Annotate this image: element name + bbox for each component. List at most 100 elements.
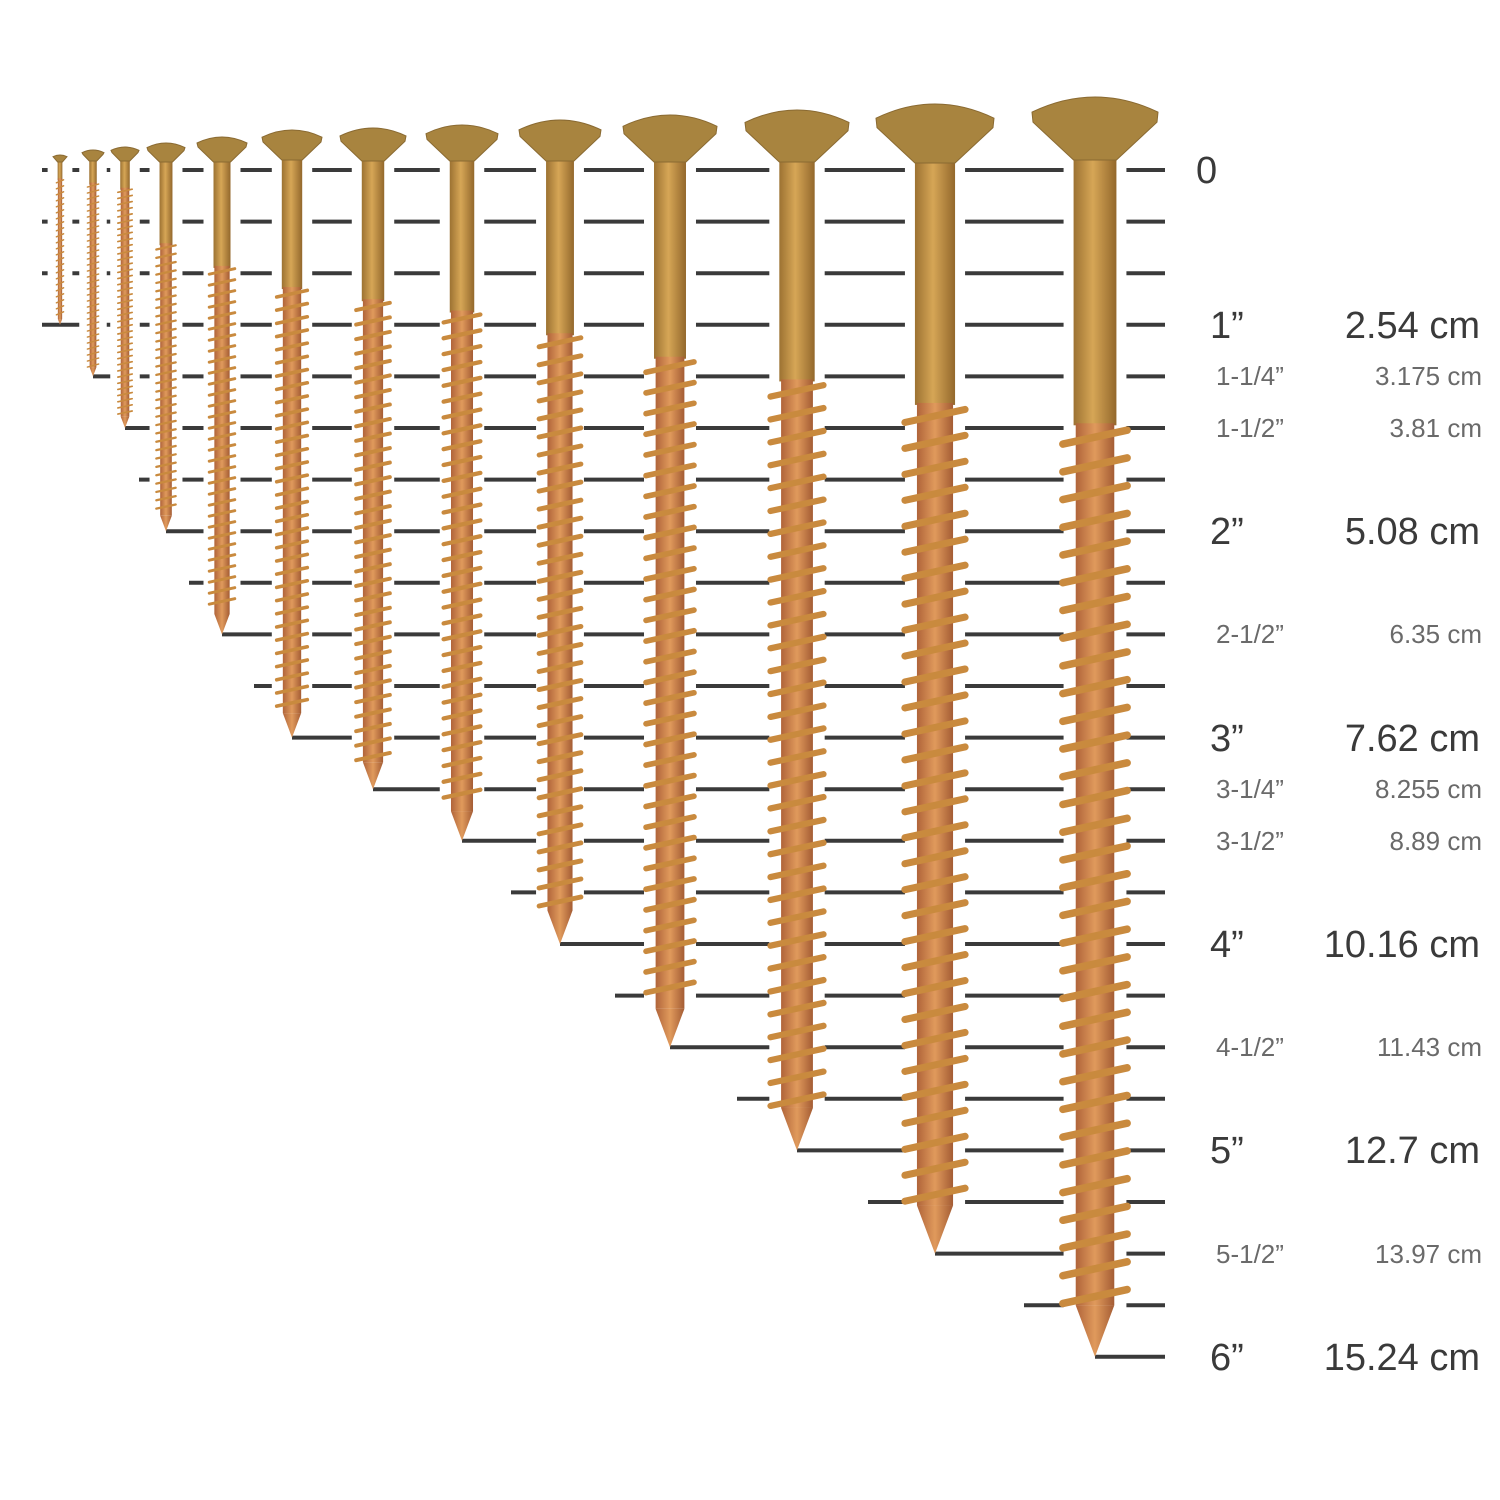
screw-tip [781,1107,813,1151]
screw-thread [117,385,133,391]
screw-thread [354,591,392,603]
screw-thread [86,249,100,254]
screw-thread [536,551,584,566]
cm-label: 10.16 cm [1323,924,1480,966]
screw-thread [1059,509,1131,532]
screw-thread [536,335,584,350]
screw-thread [86,195,100,200]
screw-thread [441,549,483,563]
screw-thread [86,279,100,284]
screw-thread [536,389,584,404]
screw-thread [86,285,100,290]
screw-thread [441,724,483,737]
screw-thread [1059,426,1131,448]
screw-thread [274,433,310,444]
screw-shank [89,157,97,185]
screw-head [52,154,68,163]
screw-head [875,103,995,164]
screw-tip [160,515,172,532]
screw-thread [274,512,310,524]
screw-thread [117,379,133,385]
screw-thread [155,478,177,485]
screw-thread [155,453,177,460]
screw-thread [767,862,827,881]
screw-thread [155,369,177,377]
screw-thread [536,443,584,458]
screw-thread [274,684,310,695]
screw-thread [441,423,483,436]
screw-thread [536,822,584,837]
screw-thread [274,367,310,378]
screw-thread [117,213,133,218]
screw-thread [117,188,133,194]
screw-thread [155,461,177,468]
screw-thread [767,519,827,538]
screw-thread [643,565,697,582]
cm-label: 15.24 cm [1323,1336,1480,1379]
screw-thread [767,1022,827,1041]
screw-thread [55,209,65,214]
screw-thread [86,357,100,362]
screw-thread [274,565,310,576]
screw-shank [159,158,173,246]
screw-thread [86,327,100,332]
screw-thread [354,475,392,487]
screw-thread [117,268,133,274]
screw-thread [354,387,392,400]
screw-thread [441,787,483,800]
screw-thread [354,678,392,690]
screw-thread [86,207,100,212]
screw-thread [643,400,697,417]
screw-thread [117,397,133,403]
screw-thread [1059,454,1131,476]
screw-thread [354,460,392,472]
screw-tip [89,367,97,377]
screw-thread [901,561,969,582]
screw-thread [274,420,310,431]
screw-thread [155,361,177,368]
screw-thread [643,503,697,520]
screw-thread [536,678,584,693]
screw-thread [643,710,697,727]
screw-thread [536,804,584,819]
inch-label: 5-1/2” [1216,1238,1284,1269]
screw-thread [536,840,584,855]
screw-thread [207,498,237,507]
screw-thread [274,592,310,603]
screw-head [744,109,850,163]
screw-thread [1059,1285,1131,1308]
screw-thread [1059,1091,1131,1114]
screw-thread [536,587,584,602]
screw-thread [354,446,392,458]
screw-thread [901,457,969,478]
screw-thread [643,855,697,872]
screw-head [146,142,186,163]
screw-thread [207,344,237,353]
screw-thread [155,252,177,259]
screw-thread [767,748,827,766]
screw-thread [117,274,133,280]
screw-thread [536,569,584,584]
screw-thread [207,586,237,595]
screw-thread [767,496,827,515]
screw-thread [536,732,584,747]
screw-thread [117,317,133,323]
screw-thread [1059,675,1131,698]
screw-thread [155,386,177,393]
screw-thread [86,219,100,224]
screw-thread [86,213,100,218]
screw-thread [274,354,310,365]
inch-label: 3-1/2” [1216,825,1284,856]
screw-thread [1059,1119,1131,1141]
screw-thread [643,627,697,644]
screw-thread [55,221,65,226]
screw-thread [767,473,827,492]
screw-thread [536,696,584,711]
screw-thread [767,908,827,926]
screw-thread [1059,592,1131,615]
screw-thread [354,547,392,559]
screw-thread [155,336,177,343]
inch-label: 0 [1196,150,1218,192]
screw-thread [155,352,177,360]
